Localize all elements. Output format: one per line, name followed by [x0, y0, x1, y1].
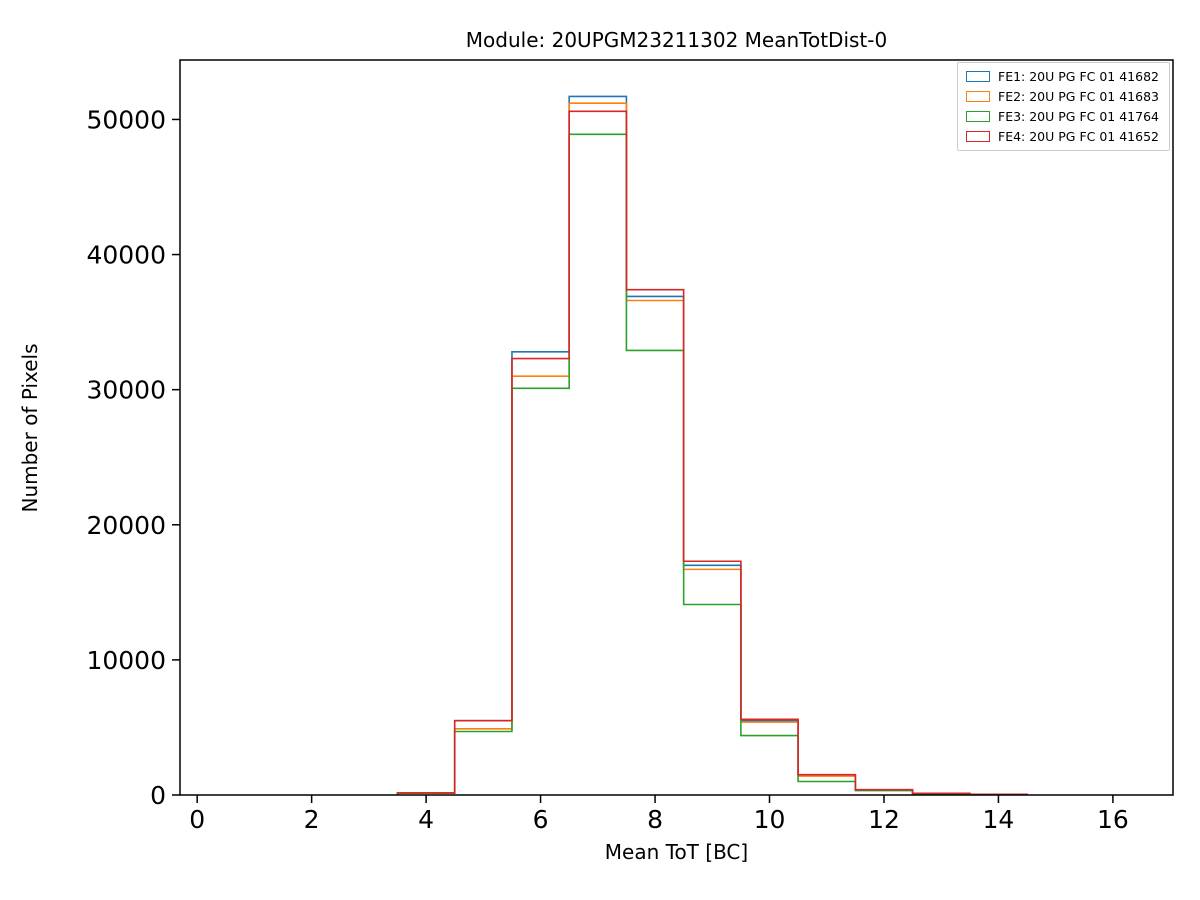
series-2-step	[396, 102, 1028, 796]
x-tick-label: 10	[754, 805, 786, 834]
legend-swatch-icon	[966, 91, 990, 102]
legend-item: FE3: 20U PG FC 01 41764	[966, 109, 1159, 124]
legend-swatch-icon	[966, 131, 990, 142]
y-tick-label: 20000	[86, 511, 166, 540]
legend-item: FE1: 20U PG FC 01 41682	[966, 69, 1159, 84]
x-axis-label: Mean ToT [BC]	[604, 840, 749, 864]
series-3-step	[396, 133, 1028, 796]
x-tick-label: 16	[1097, 805, 1129, 834]
legend-item-label: FE4: 20U PG FC 01 41652	[998, 129, 1159, 144]
legend-item: FE2: 20U PG FC 01 41683	[966, 89, 1159, 104]
y-tick-label: 50000	[86, 105, 166, 134]
x-tick-label: 2	[304, 805, 320, 834]
y-axis-label: Number of Pixels	[18, 343, 42, 513]
series-4-step	[396, 110, 1028, 796]
x-tick-label: 0	[189, 805, 205, 834]
legend-swatch-icon	[966, 71, 990, 82]
y-tick-label: 10000	[86, 646, 166, 675]
chart-title: Module: 20UPGM23211302 MeanTotDist-0	[465, 28, 888, 52]
x-tick-label: 4	[418, 805, 434, 834]
legend-item-label: FE3: 20U PG FC 01 41764	[998, 109, 1159, 124]
series-1-step	[396, 95, 1028, 796]
legend: FE1: 20U PG FC 01 41682 FE2: 20U PG FC 01…	[957, 62, 1170, 151]
x-tick-label: 12	[868, 805, 900, 834]
y-tick-label: 0	[150, 781, 166, 810]
legend-swatch-icon	[966, 111, 990, 122]
x-tick-label: 14	[983, 805, 1015, 834]
axes-spines	[179, 59, 1174, 796]
legend-item-label: FE1: 20U PG FC 01 41682	[998, 69, 1159, 84]
y-tick-label: 40000	[86, 241, 166, 270]
y-tick-label: 30000	[86, 376, 166, 405]
x-tick-label: 6	[533, 805, 549, 834]
x-tick-label: 8	[647, 805, 663, 834]
legend-item-label: FE2: 20U PG FC 01 41683	[998, 89, 1159, 104]
legend-item: FE4: 20U PG FC 01 41652	[966, 129, 1159, 144]
